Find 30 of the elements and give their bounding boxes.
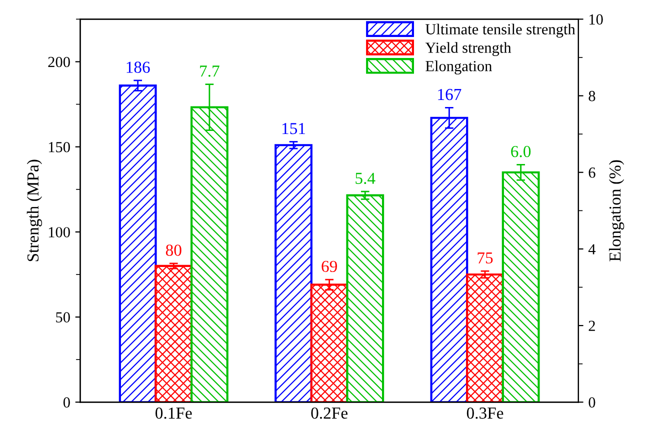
bar — [118, 84, 157, 402]
legend-label: Elongation — [426, 60, 492, 74]
y2-tick-label: 0 — [588, 397, 596, 408]
y-axis-title: Strength (MPa) — [26, 160, 42, 262]
x-tick-label: 0.1Fe — [156, 407, 192, 419]
y-tick-label: 0 — [63, 397, 70, 408]
data-label: 167 — [438, 88, 462, 100]
y2-tick-label: 4 — [588, 244, 596, 254]
bar — [274, 144, 312, 402]
y2-tick-label: 6 — [588, 168, 596, 178]
x-tick-label: 0.3Fe — [466, 407, 504, 419]
y2-tick-label: 2 — [588, 320, 595, 331]
data-label: 69 — [322, 260, 337, 272]
x-tick-label: 0.2Fe — [311, 407, 348, 419]
data-label: 75 — [478, 252, 493, 264]
y-tick-label: 100 — [48, 227, 70, 238]
y-tick-label: 200 — [48, 56, 70, 68]
y2-tick-label: 10 — [589, 14, 603, 25]
y2-axis-title: Elongation (%) — [608, 160, 624, 262]
legend-label: Yield strength — [425, 42, 512, 56]
y-tick-label: 50 — [56, 312, 70, 322]
y2-tick-label: 8 — [588, 90, 596, 102]
data-label: 6.0 — [511, 146, 531, 158]
data-label: 151 — [282, 123, 306, 134]
legend-label: Ultimate tensile strength — [425, 24, 576, 38]
data-label: 7.7 — [200, 66, 220, 77]
data-label: 5.4 — [356, 172, 376, 184]
data-label: 80 — [166, 244, 182, 256]
data-label: 186 — [126, 62, 150, 73]
y-tick-label: 150 — [48, 142, 70, 152]
